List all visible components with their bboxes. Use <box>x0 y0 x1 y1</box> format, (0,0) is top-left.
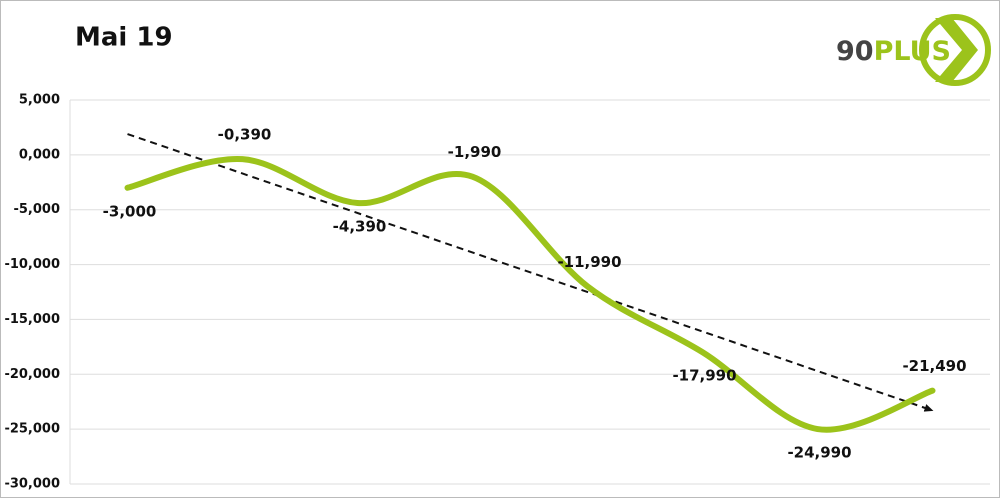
y-tick-label: 0,000 <box>19 147 60 162</box>
data-label: -17,990 <box>672 367 736 385</box>
data-label: -11,990 <box>557 253 621 271</box>
data-label: -24,990 <box>787 444 851 462</box>
chart-title: Mai 19 <box>75 23 173 53</box>
data-label: -3,000 <box>103 202 157 220</box>
data-label: -1,990 <box>448 143 502 161</box>
logo-x <box>935 18 978 82</box>
y-tick-label: -10,000 <box>4 257 60 272</box>
y-tick-label: -5,000 <box>13 202 60 217</box>
logo-text: 90PLUS <box>836 36 951 67</box>
y-tick-label: -20,000 <box>4 367 60 382</box>
y-tick-label: 5,000 <box>19 93 60 108</box>
data-label: -21,490 <box>902 357 966 375</box>
logo-word: PLUS <box>874 36 951 67</box>
logo-ring <box>919 14 991 86</box>
y-tick-label: -25,000 <box>4 422 60 437</box>
logo: 90PLUS <box>836 14 991 86</box>
y-tick-label: -15,000 <box>4 312 60 327</box>
trendline <box>127 133 934 412</box>
data-label: -4,390 <box>333 218 387 236</box>
line-series <box>124 156 936 433</box>
y-tick-label: -30,000 <box>4 477 60 492</box>
logo-digits: 90 <box>836 36 874 67</box>
data-label: -0,390 <box>218 126 272 144</box>
